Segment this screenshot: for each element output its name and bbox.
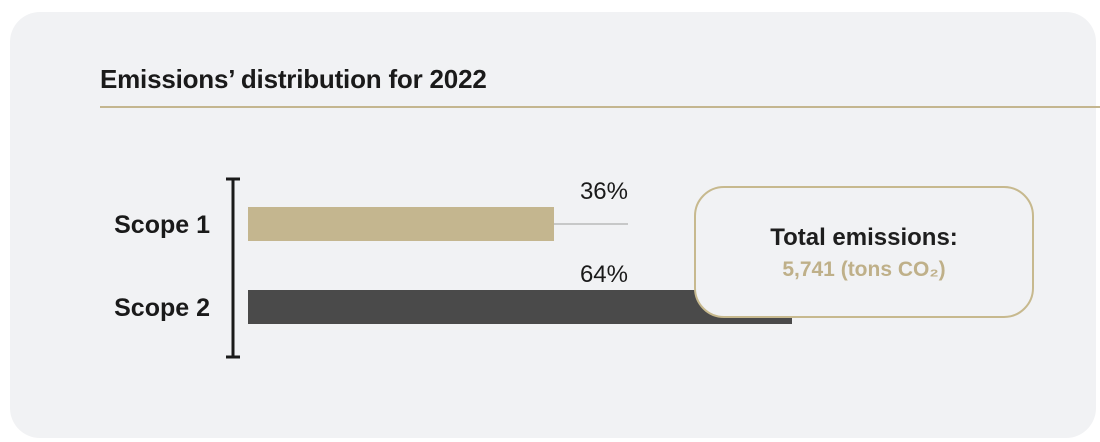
chart-title: Emissions’ distribution for 2022 <box>100 64 487 94</box>
total-emissions-value: 5,741 (tons CO₂) <box>782 258 946 281</box>
category-label: Scope 1 <box>114 211 210 239</box>
value-label: 64% <box>580 261 628 288</box>
total-emissions-box: Total emissions: 5,741 (tons CO₂) <box>694 186 1034 318</box>
total-emissions-label: Total emissions: <box>770 224 958 251</box>
value-label: 36% <box>580 178 628 205</box>
title-divider <box>100 106 1100 108</box>
bar-scope-1 <box>248 207 554 241</box>
category-label: Scope 2 <box>114 294 210 322</box>
